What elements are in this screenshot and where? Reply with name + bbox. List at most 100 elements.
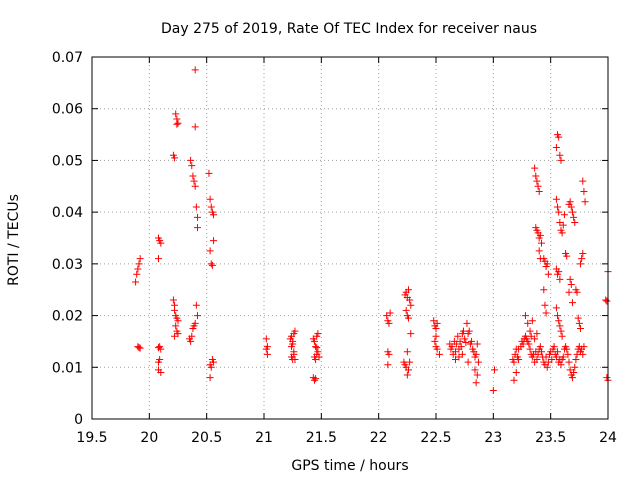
data-point [463,319,471,327]
data-point [310,376,318,384]
x-tick-label: 20.5 [191,430,222,446]
x-tick-labels: 19.5 20 20.5 21 21.5 22 22.5 23 23.5 24 [76,430,617,446]
data-point [543,363,551,371]
x-axis-label: GPS time / hours [291,458,408,474]
x-tick-label: 23 [484,430,502,446]
data-point [312,375,320,383]
x-tick-label: 23.5 [535,430,566,446]
data-point [552,144,560,151]
data-point [458,350,466,358]
data-point [579,350,587,358]
data-point [384,361,392,369]
data-point [566,198,574,206]
data-point [435,350,443,358]
data-point [526,345,534,353]
data-point [570,368,578,376]
data-point [403,348,411,356]
data-point [187,337,195,345]
data-point [205,169,213,177]
data-point [563,345,571,353]
data-point [557,361,565,369]
y-tick-label: 0.02 [52,309,83,325]
chart-title: Day 275 of 2019, Rate Of TEC Index for r… [161,21,537,37]
data-point [575,319,583,327]
data-point [174,330,182,338]
data-point [432,332,440,340]
axis-ticks [91,56,609,420]
x-tick-label: 21 [255,430,273,446]
data-point [554,312,562,320]
data-point [557,156,565,164]
data-point [407,301,415,309]
data-point [568,208,576,216]
data-point [531,335,539,343]
data-point [580,343,588,351]
data-point [565,288,573,296]
data-point [291,356,299,364]
data-point [571,218,579,226]
data-point [156,356,164,364]
data-point [535,187,543,195]
x-tick-label: 21.5 [306,430,337,446]
data-point [473,340,481,348]
data-point [465,327,473,335]
data-point [315,353,323,361]
data-point [206,247,214,255]
data-point [556,151,564,159]
x-tick-label: 19.5 [76,430,107,446]
data-point [571,363,579,371]
data-point [536,343,544,351]
plot-frame [91,56,609,420]
data-point [191,66,199,74]
data-point [385,319,393,327]
data-point [433,345,441,353]
data-point [207,203,215,211]
data-point [262,345,270,353]
data-point [313,344,321,352]
data-point [314,330,322,338]
data-point [554,348,562,356]
data-point [544,270,552,278]
data-point [404,286,412,294]
data-point [190,177,198,185]
data-point [174,119,182,127]
data-point [567,203,575,211]
data-point [564,350,572,358]
data-point [210,237,218,245]
data-point [542,309,550,317]
data-point [535,247,543,255]
data-point [541,301,549,309]
data-point [404,314,412,322]
data-point [563,252,571,260]
data-point [524,319,532,327]
y-tick-label: 0.04 [52,205,83,221]
data-point [456,337,464,345]
data-point [403,371,411,379]
data-point [567,281,575,289]
data-point [448,343,456,351]
data-point [560,211,568,219]
data-point [464,358,472,366]
data-point [172,110,180,118]
data-point [510,376,518,384]
data-point [550,343,558,351]
x-tick-label: 22 [370,430,388,446]
data-point [576,325,584,332]
data-point [490,366,498,374]
data-point [310,337,318,345]
data-point [433,319,441,327]
data-point [533,177,541,185]
data-point [210,211,218,219]
data-point [556,275,564,283]
data-point [206,374,214,382]
data-point [473,371,481,379]
data-point [169,296,177,304]
y-axis-label: ROTI / TECUs [6,194,22,286]
data-point [555,208,563,216]
data-point [135,260,143,268]
data-point [552,195,560,203]
data-point [576,260,584,268]
data-point [525,340,533,348]
data-point [543,260,551,268]
